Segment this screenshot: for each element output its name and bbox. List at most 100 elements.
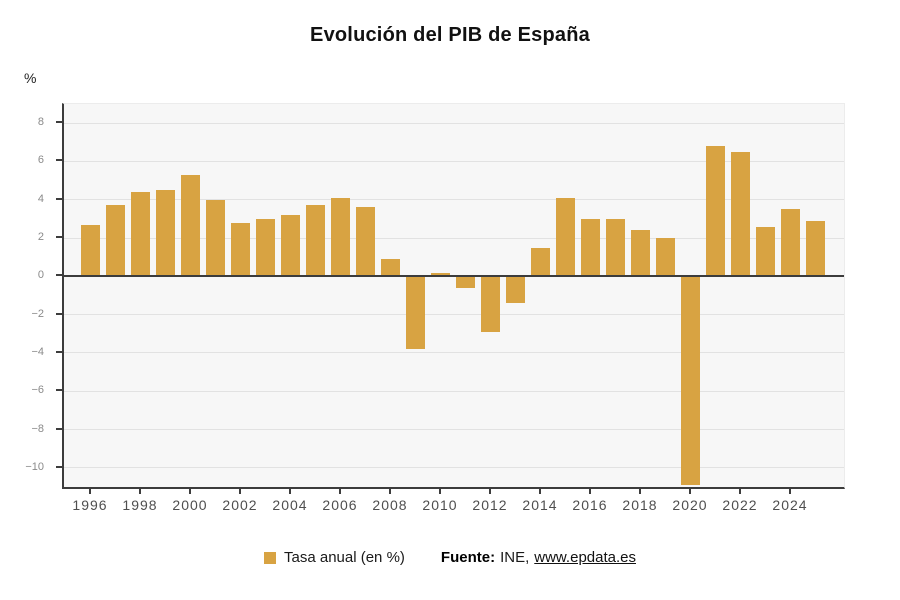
bar-2016[interactable] bbox=[580, 218, 600, 277]
y-tick-mark bbox=[56, 427, 62, 430]
source-text: INE, bbox=[500, 549, 530, 566]
y-tick-mark bbox=[56, 159, 62, 162]
bar-2006[interactable] bbox=[330, 197, 350, 277]
source-label: Fuente: bbox=[440, 549, 496, 566]
x-tick-label-2020: 2020 bbox=[672, 497, 708, 513]
bar-2022[interactable] bbox=[730, 151, 750, 277]
y-tick-mark bbox=[56, 465, 62, 468]
bar-2008[interactable] bbox=[380, 259, 400, 277]
x-tick-label-2000: 2000 bbox=[172, 497, 208, 513]
x-tick-mark bbox=[439, 488, 441, 494]
bar-1996[interactable] bbox=[80, 224, 100, 277]
x-tick-label-2018: 2018 bbox=[622, 497, 658, 513]
gridline bbox=[64, 122, 844, 124]
x-tick-label-2014: 2014 bbox=[522, 497, 558, 513]
legend-series-label: Tasa anual (en %) bbox=[284, 549, 405, 566]
y-tick-label--8: −8 bbox=[31, 422, 44, 435]
y-tick-mark bbox=[56, 389, 62, 392]
x-tick-mark bbox=[589, 488, 591, 494]
x-tick-mark bbox=[489, 488, 491, 494]
x-tick-mark bbox=[689, 488, 691, 494]
x-tick-mark bbox=[339, 488, 341, 494]
x-tick-mark bbox=[389, 488, 391, 494]
y-tick-label-6: 6 bbox=[37, 154, 44, 167]
bar-2024[interactable] bbox=[780, 209, 800, 277]
gridline bbox=[64, 314, 844, 316]
bar-2019[interactable] bbox=[655, 238, 675, 277]
y-tick-label-8: 8 bbox=[37, 116, 44, 129]
bar-2021[interactable] bbox=[705, 146, 725, 277]
x-tick-label-2024: 2024 bbox=[772, 497, 808, 513]
zero-axis-line bbox=[64, 275, 844, 278]
bar-2009[interactable] bbox=[405, 276, 425, 350]
legend-series-item: Tasa anual (en %) bbox=[264, 549, 405, 566]
bar-2004[interactable] bbox=[280, 215, 300, 277]
bar-2023[interactable] bbox=[755, 226, 775, 277]
y-tick-mark bbox=[56, 236, 62, 239]
epdata-link[interactable]: www.epdata.es bbox=[534, 549, 636, 566]
chart-title: Evolución del PIB de España bbox=[310, 24, 590, 46]
gridline bbox=[64, 352, 844, 354]
x-tick-mark bbox=[739, 488, 741, 494]
y-tick-label--6: −6 bbox=[31, 384, 44, 397]
x-tick-mark bbox=[639, 488, 641, 494]
bar-2001[interactable] bbox=[205, 199, 225, 277]
bar-2007[interactable] bbox=[355, 207, 375, 277]
x-tick-label-2006: 2006 bbox=[322, 497, 358, 513]
bar-2011[interactable] bbox=[455, 276, 475, 288]
bar-2010[interactable] bbox=[430, 272, 450, 277]
y-tick-label--4: −4 bbox=[31, 345, 44, 358]
gridline bbox=[64, 237, 844, 239]
x-tick-mark bbox=[89, 488, 91, 494]
x-tick-mark bbox=[189, 488, 191, 494]
y-tick-mark bbox=[56, 197, 62, 200]
legend: Tasa anual (en %) Fuente: INE, www.epdat… bbox=[0, 549, 900, 566]
bar-2020[interactable] bbox=[680, 276, 700, 486]
bar-2017[interactable] bbox=[605, 218, 625, 277]
source-note: Fuente: INE, www.epdata.es bbox=[441, 549, 636, 566]
y-tick-mark bbox=[56, 121, 62, 124]
plot-area bbox=[62, 103, 845, 489]
y-tick-label--2: −2 bbox=[31, 307, 44, 320]
gridline bbox=[64, 467, 844, 469]
legend-swatch-icon bbox=[264, 551, 276, 564]
y-tick-mark bbox=[56, 312, 62, 315]
x-tick-label-2002: 2002 bbox=[222, 497, 258, 513]
bar-2013[interactable] bbox=[505, 276, 525, 304]
bar-2002[interactable] bbox=[230, 222, 250, 277]
x-tick-label-2004: 2004 bbox=[272, 497, 308, 513]
bar-2003[interactable] bbox=[255, 218, 275, 277]
x-tick-label-1998: 1998 bbox=[122, 497, 158, 513]
bar-2025[interactable] bbox=[805, 220, 825, 277]
x-tick-mark bbox=[289, 488, 291, 494]
x-tick-mark bbox=[139, 488, 141, 494]
gridline bbox=[64, 160, 844, 162]
x-tick-label-1996: 1996 bbox=[72, 497, 108, 513]
bar-1998[interactable] bbox=[130, 192, 150, 277]
x-tick-label-2010: 2010 bbox=[422, 497, 458, 513]
x-tick-mark bbox=[539, 488, 541, 494]
y-tick-label--10: −10 bbox=[25, 460, 44, 473]
gridline bbox=[64, 429, 844, 431]
bar-1997[interactable] bbox=[105, 205, 125, 277]
bar-2015[interactable] bbox=[555, 197, 575, 277]
x-tick-label-2022: 2022 bbox=[722, 497, 758, 513]
bar-2014[interactable] bbox=[530, 247, 550, 277]
gridline bbox=[64, 199, 844, 201]
x-tick-label-2012: 2012 bbox=[472, 497, 508, 513]
y-tick-label-4: 4 bbox=[37, 192, 44, 205]
bar-2005[interactable] bbox=[305, 205, 325, 277]
y-tick-mark bbox=[56, 274, 62, 277]
y-tick-mark bbox=[56, 350, 62, 353]
bar-2012[interactable] bbox=[480, 276, 500, 332]
bar-2000[interactable] bbox=[180, 174, 200, 277]
x-tick-label-2008: 2008 bbox=[372, 497, 408, 513]
x-tick-label-2016: 2016 bbox=[572, 497, 608, 513]
gridline bbox=[64, 390, 844, 392]
bar-2018[interactable] bbox=[630, 230, 650, 277]
y-axis-unit-label: % bbox=[24, 70, 37, 86]
x-tick-mark bbox=[789, 488, 791, 494]
bar-1999[interactable] bbox=[155, 190, 175, 277]
x-tick-mark bbox=[239, 488, 241, 494]
